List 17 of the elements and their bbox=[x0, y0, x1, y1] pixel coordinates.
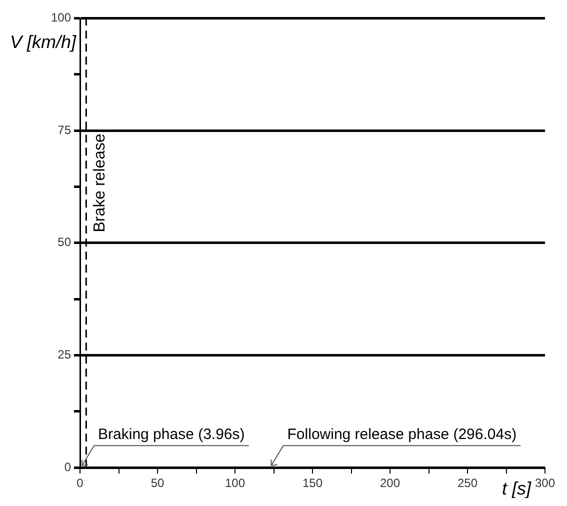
y-tick-label: 0 bbox=[64, 460, 72, 474]
y-axis-title: V [km/h] bbox=[10, 32, 78, 52]
x-tick-label: 0 bbox=[76, 476, 84, 490]
x-tick-label: 200 bbox=[380, 476, 400, 490]
x-tick-label: 250 bbox=[457, 476, 478, 490]
x-tick-label: 50 bbox=[150, 476, 165, 490]
y-tick-label: 25 bbox=[58, 348, 72, 362]
x-tick-label: 100 bbox=[225, 476, 246, 490]
ref-line-label: Brake release bbox=[92, 133, 109, 232]
annotation: Following release phase (296.04s) bbox=[287, 426, 517, 444]
y-tick-label: 75 bbox=[58, 122, 72, 137]
x-tick-label: 300 bbox=[534, 476, 556, 490]
x-axis-title: t [s] bbox=[502, 478, 532, 499]
y-tick-label: 100 bbox=[50, 10, 72, 25]
annotation: Braking phase (3.96s) bbox=[98, 426, 245, 444]
y-tick-label: 50 bbox=[58, 235, 72, 250]
x-tick-label: 150 bbox=[302, 476, 323, 490]
